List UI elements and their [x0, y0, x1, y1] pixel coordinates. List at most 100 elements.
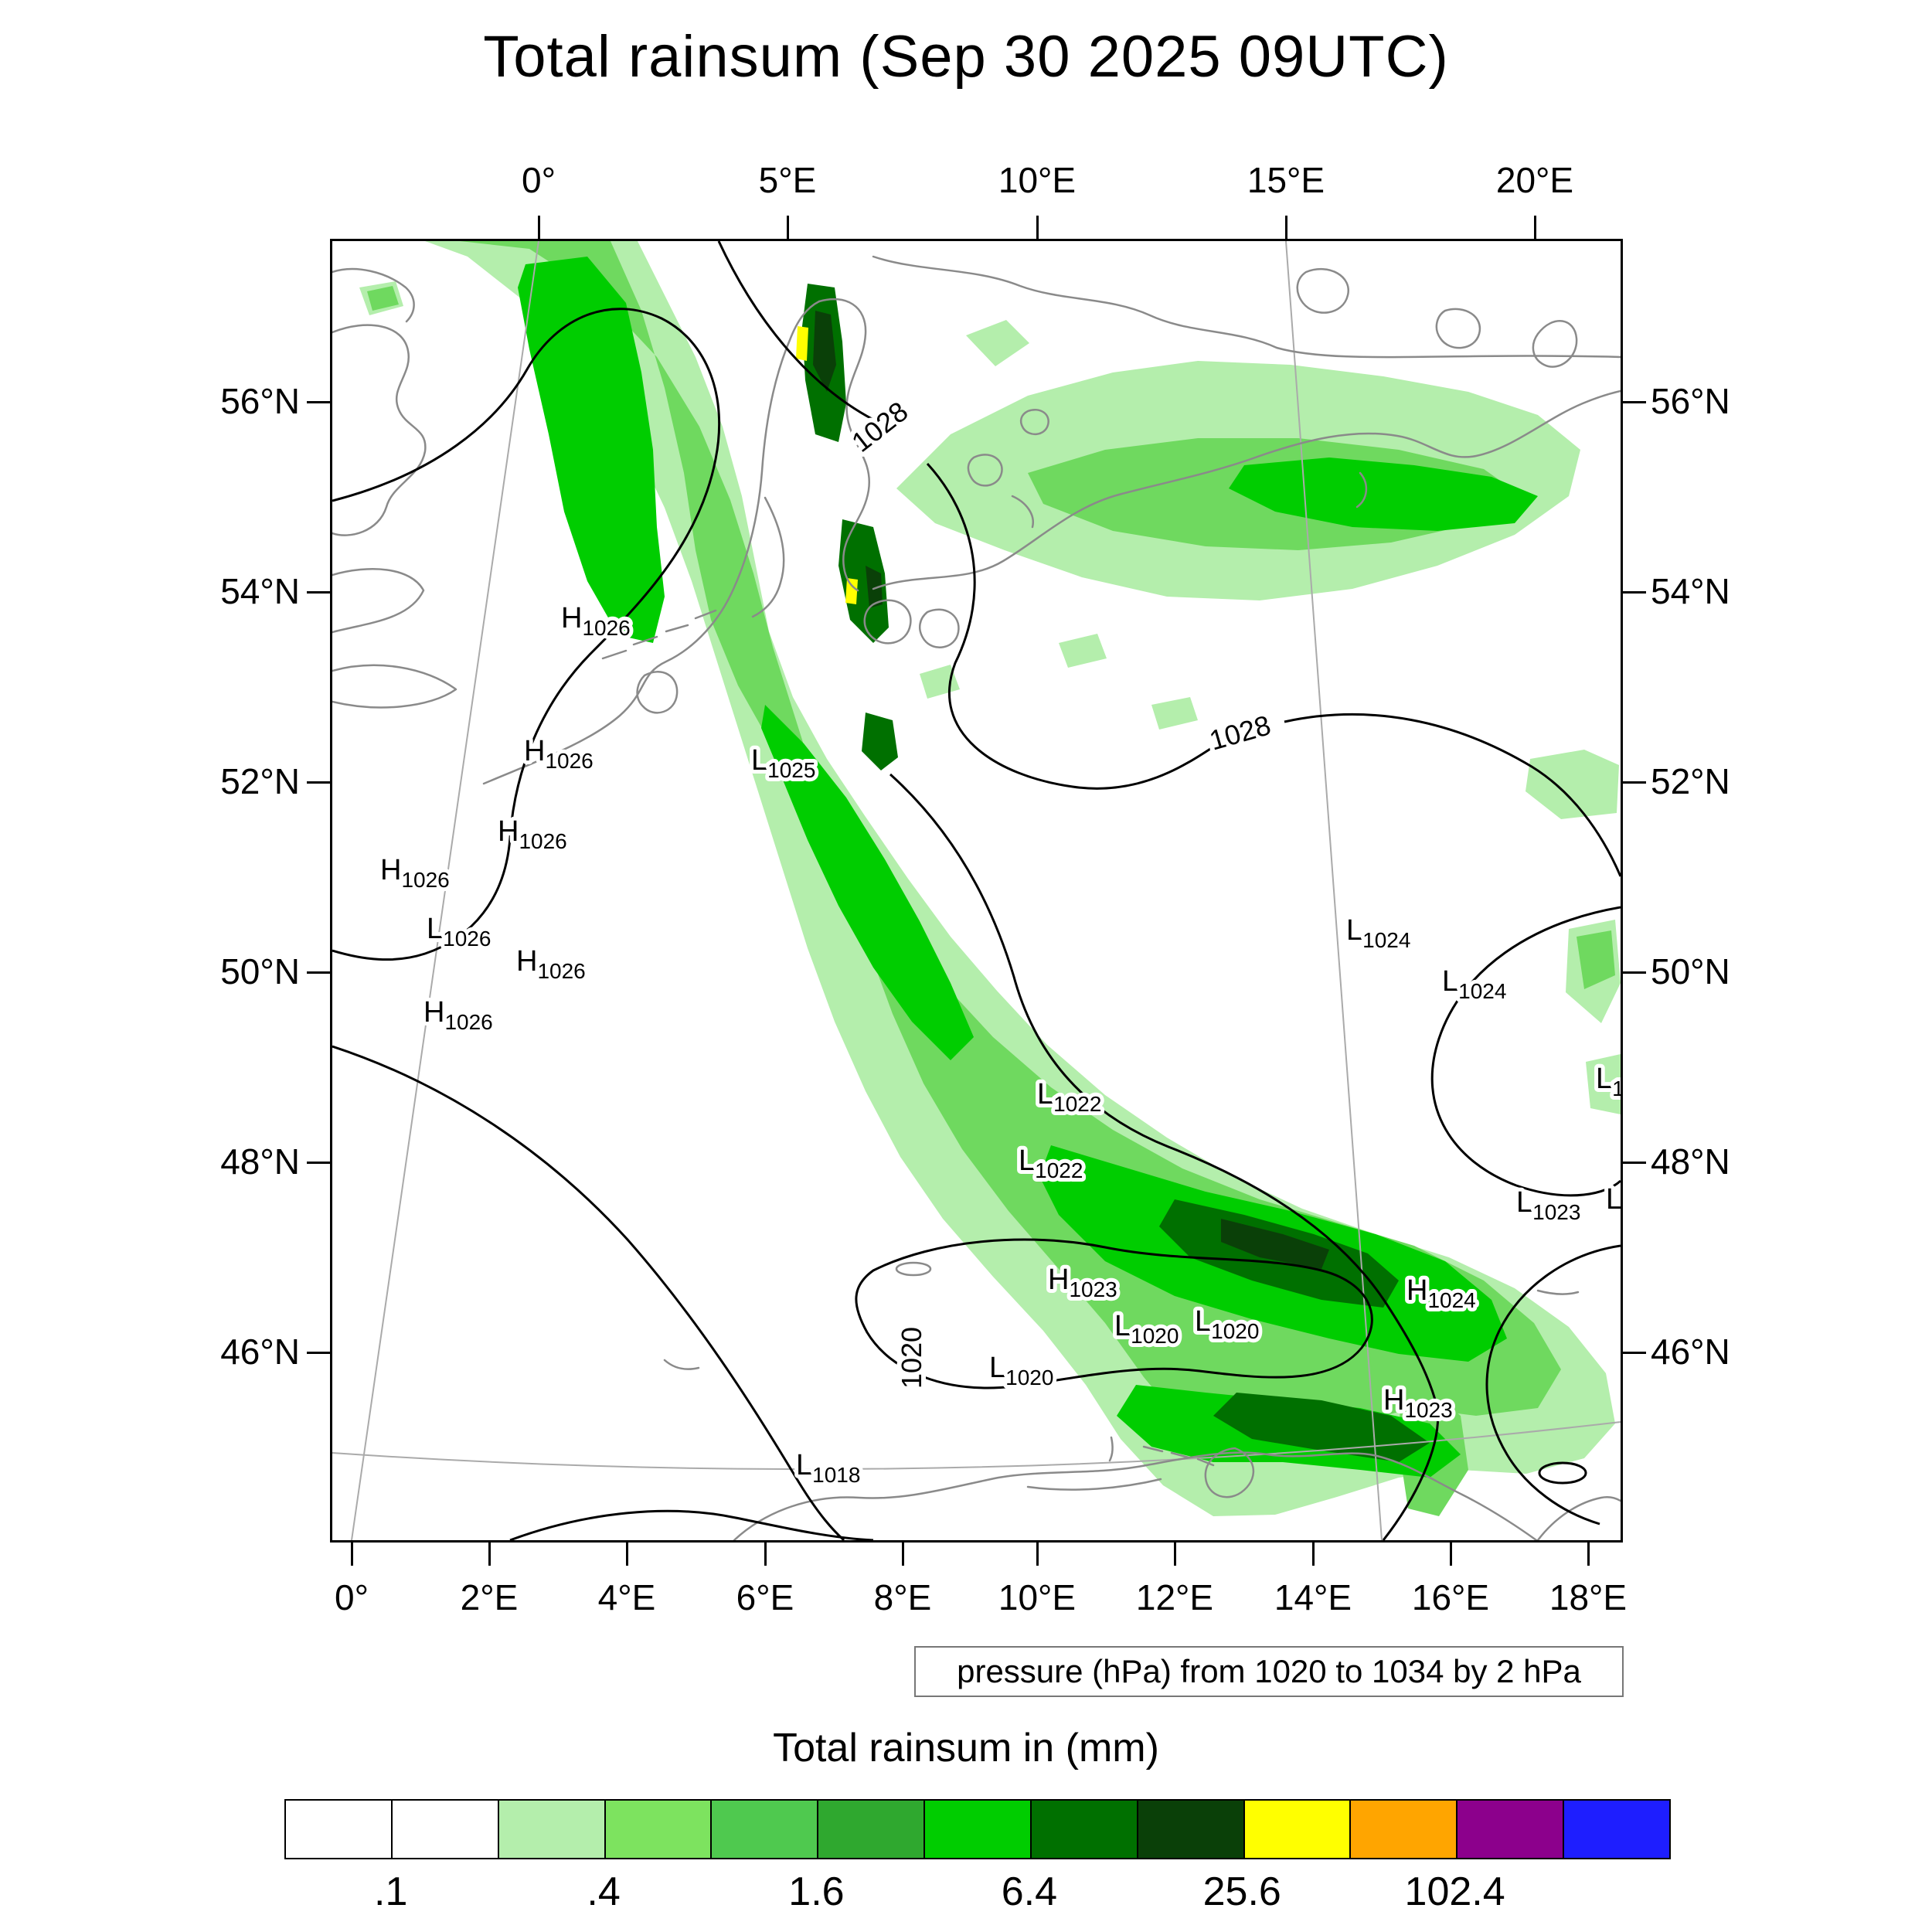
tick-label-top: 10°E [998, 160, 1077, 200]
colorbar-cell-7 [1031, 1801, 1138, 1858]
legend-title: Total rainsum in (mm) [773, 1726, 1159, 1770]
tick-mark-right [1623, 1161, 1646, 1164]
tick-label-top: 15°E [1247, 160, 1325, 200]
pressure-center-label-H1026: H1026 [423, 996, 493, 1034]
pressure-center-label-H1026: H1026 [561, 602, 631, 640]
pressure-center-labels: H1026 H1026 H1026 H1026 L1026 H1026 H1026 L1025… [376, 598, 1621, 1491]
pressure-center-label-H1023: H1023 [1383, 1384, 1453, 1422]
tick-label-bottom: 6°E [736, 1577, 794, 1617]
pressure-contours [332, 241, 1621, 1540]
tick-label-right: 48°N [1651, 1141, 1730, 1182]
colorbar-cell-12 [1564, 1801, 1669, 1858]
tick-label-top: 20°E [1495, 160, 1574, 200]
graticule [332, 241, 1621, 1540]
tick-mark-left [307, 400, 330, 403]
colorbar-cell-3 [605, 1801, 713, 1858]
tick-mark-right [1623, 971, 1646, 974]
coastlines [332, 255, 1621, 1540]
tick-label-bottom: 8°E [873, 1577, 932, 1617]
tick-label-top: 0° [522, 160, 556, 200]
tick-mark-bottom [1587, 1543, 1590, 1566]
tick-label-left: 56°N [220, 381, 300, 421]
tick-mark-top [786, 216, 789, 239]
pressure-center-label-H1023: H1023 [1048, 1264, 1117, 1301]
tick-mark-left [307, 781, 330, 784]
pressure-center-label-L1022: L1022 [1606, 1183, 1621, 1221]
tick-mark-top [537, 216, 540, 239]
colorbar-tick-label: .4 [587, 1869, 621, 1914]
colorbar-cell-6 [925, 1801, 1032, 1858]
tick-mark-left [307, 1351, 330, 1354]
tick-mark-left [307, 590, 330, 594]
pressure-center-label-L1024: L1024 [1442, 965, 1506, 1003]
pressure-center-label-H1026: H1026 [380, 854, 450, 892]
pressure-caption: pressure (hPa) from 1020 to 1034 by 2 hP… [914, 1646, 1624, 1697]
pressure-center-label-L1020: L1020 [1195, 1305, 1259, 1343]
tick-label-bottom: 0° [335, 1577, 369, 1617]
tick-mark-top [1284, 216, 1287, 239]
tick-label-bottom: 18°E [1549, 1577, 1628, 1617]
tick-mark-left [307, 971, 330, 974]
pressure-caption-text: pressure (hPa) from 1020 to 1034 by 2 hP… [957, 1653, 1581, 1689]
tick-label-left: 46°N [220, 1332, 300, 1372]
pressure-center-label-L1025: L1025 [751, 744, 815, 782]
tick-label-right: 50°N [1651, 951, 1730, 992]
tick-label-bottom: 16°E [1411, 1577, 1490, 1617]
tick-label-top: 5°E [758, 160, 817, 200]
tick-mark-bottom [1036, 1543, 1039, 1566]
colorbar-tick-label: 25.6 [1202, 1869, 1281, 1914]
page-title: Total rainsum (Sep 30 2025 09UTC) [483, 24, 1449, 90]
pressure-center-label-L1024: L1024 [1596, 1063, 1621, 1100]
tick-mark-left [307, 1161, 330, 1164]
tick-label-left: 50°N [220, 951, 300, 992]
pressure-center-label-H1026: H1026 [524, 735, 594, 773]
tick-label-left: 54°N [220, 571, 300, 611]
colorbar-cell-2 [498, 1801, 606, 1858]
tick-mark-top [1533, 216, 1536, 239]
pressure-center-label-L1024: L1024 [1346, 914, 1410, 952]
contour-label-1028: 1028 [1206, 709, 1274, 756]
colorbar-cell-0 [286, 1801, 393, 1858]
colorbar-cell-5 [818, 1801, 926, 1858]
tick-mark-bottom [1449, 1543, 1452, 1566]
pressure-center-label-L1020: L1020 [1114, 1310, 1179, 1348]
tick-mark-bottom [901, 1543, 904, 1566]
tick-mark-right [1623, 781, 1646, 784]
tick-label-right: 56°N [1651, 381, 1730, 421]
tick-mark-bottom [764, 1543, 767, 1566]
tick-mark-bottom [1311, 1543, 1315, 1566]
tick-label-left: 52°N [220, 761, 300, 801]
tick-mark-bottom [1173, 1543, 1176, 1566]
contour-label-1028: 1028 [845, 395, 913, 458]
tick-label-left: 48°N [220, 1141, 300, 1182]
tick-label-bottom: 14°E [1274, 1577, 1352, 1617]
colorbar-tick-label: 6.4 [1001, 1869, 1057, 1914]
pressure-center-label-H1024: H1024 [1406, 1274, 1476, 1312]
pressure-center-label-L1018: L1018 [796, 1449, 860, 1487]
tick-label-bottom: 12°E [1135, 1577, 1214, 1617]
colorbar-cell-10 [1351, 1801, 1458, 1858]
tick-mark-right [1623, 400, 1646, 403]
tick-mark-bottom [488, 1543, 491, 1566]
colorbar-cell-8 [1138, 1801, 1245, 1858]
pressure-center-label-L1022: L1022 [1019, 1145, 1083, 1182]
precipitation-field [359, 241, 1621, 1516]
tick-mark-top [1036, 216, 1039, 239]
map-frame: 1028 1028 1020 H1026 H1026 H1026 H1026 L1026 H1… [330, 239, 1623, 1543]
tick-label-right: 54°N [1651, 571, 1730, 611]
tick-mark-bottom [350, 1543, 353, 1566]
tick-label-bottom: 10°E [998, 1577, 1077, 1617]
colorbar-tick-label: 102.4 [1404, 1869, 1505, 1914]
tick-mark-bottom [625, 1543, 628, 1566]
pressure-center-label-H1026: H1026 [498, 815, 567, 853]
pressure-center-label-L1022: L1022 [1037, 1078, 1101, 1116]
colorbar-tick-label: 1.6 [788, 1869, 845, 1914]
colorbar-cell-4 [712, 1801, 819, 1858]
colorbar-cell-9 [1244, 1801, 1352, 1858]
tick-mark-right [1623, 1351, 1646, 1354]
pressure-center-label-H1026: H1026 [516, 945, 586, 983]
tick-mark-right [1623, 590, 1646, 594]
tick-label-bottom: 2°E [460, 1577, 519, 1617]
